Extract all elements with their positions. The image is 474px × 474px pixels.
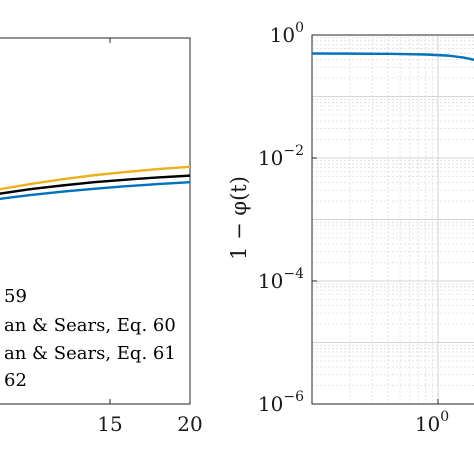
y-axis-label: 1 − φ(t) xyxy=(227,176,251,260)
left-plot-area xyxy=(0,37,191,405)
left-chart: 15 20 59 an & Sears, Eq. 60 an & Sears, Eq.… xyxy=(0,37,203,436)
y-tick-label: 10−4 xyxy=(258,266,304,293)
y-tick-label: 10−6 xyxy=(258,389,304,416)
legend: 59 an & Sears, Eq. 60 an & Sears, Eq. 61 62 xyxy=(4,286,176,391)
series-line-0 xyxy=(311,52,474,61)
x-tick-label: 15 xyxy=(97,412,122,436)
legend-entry: 59 xyxy=(4,286,27,307)
right-plot-area xyxy=(311,34,474,405)
x-tick-label: 20 xyxy=(177,412,202,436)
y-tick-exp: −4 xyxy=(283,266,304,282)
y-tick-exp: −2 xyxy=(283,143,304,159)
series-line-0 xyxy=(0,165,191,191)
grid xyxy=(312,35,474,404)
x-tick-label: 100 xyxy=(415,409,449,436)
series-line-2 xyxy=(0,181,191,200)
legend-entry: an & Sears, Eq. 61 xyxy=(4,343,176,364)
series-line-1 xyxy=(0,174,191,195)
legend-entry: an & Sears, Eq. 60 xyxy=(4,315,176,336)
y-tick-base: 10 xyxy=(258,392,283,416)
y-tick-label: 10−2 xyxy=(258,143,304,170)
x-tick-base: 10 xyxy=(415,412,440,436)
y-tick-exp: −6 xyxy=(283,389,304,405)
y-tick-label: 100 xyxy=(270,20,304,47)
y-tick-base: 10 xyxy=(258,146,283,170)
y-tick-exp: 0 xyxy=(295,20,304,36)
legend-entry: 62 xyxy=(4,370,27,391)
y-tick-base: 10 xyxy=(270,23,295,47)
x-tick-exp: 0 xyxy=(440,409,449,425)
y-tick-base: 10 xyxy=(258,269,283,293)
